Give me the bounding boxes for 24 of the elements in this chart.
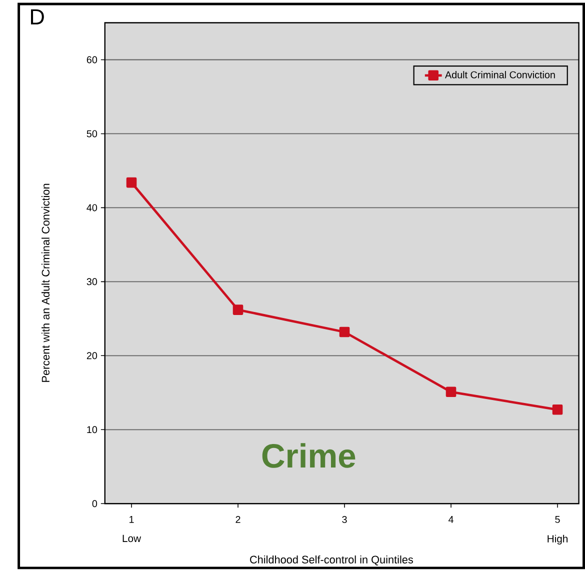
x-tick-label: 4 <box>448 516 454 523</box>
y-tick-label: 0 <box>92 500 98 508</box>
point <box>446 386 456 398</box>
chart-title: D <box>31 9 44 24</box>
y-tick-label: 30 <box>86 278 98 286</box>
x-tick-label: 3 <box>342 516 347 524</box>
x-tick-label: 2 <box>236 516 240 523</box>
point <box>232 304 244 315</box>
legend-label: Adult Criminal Conviction <box>444 71 555 78</box>
y-tick-label: 20 <box>86 352 98 360</box>
point <box>552 404 563 415</box>
text: High <box>548 534 568 545</box>
text: Low <box>122 534 142 542</box>
y-tick-label: 10 <box>87 426 98 434</box>
y-tick-label: 50 <box>86 130 98 138</box>
y-tick-label: 40 <box>86 204 98 212</box>
annotation: Crime <box>262 443 356 468</box>
point <box>339 326 350 338</box>
x-axis-title: Childhood Self-control in Quintiles <box>250 556 413 566</box>
y-tick-label: 60 <box>86 56 98 64</box>
point <box>126 177 137 188</box>
x-tick-label: 1 <box>130 516 134 523</box>
y-axis-title: Percent with an Adult Criminal Conviction <box>42 184 50 382</box>
x-tick-label: 5 <box>555 516 560 523</box>
